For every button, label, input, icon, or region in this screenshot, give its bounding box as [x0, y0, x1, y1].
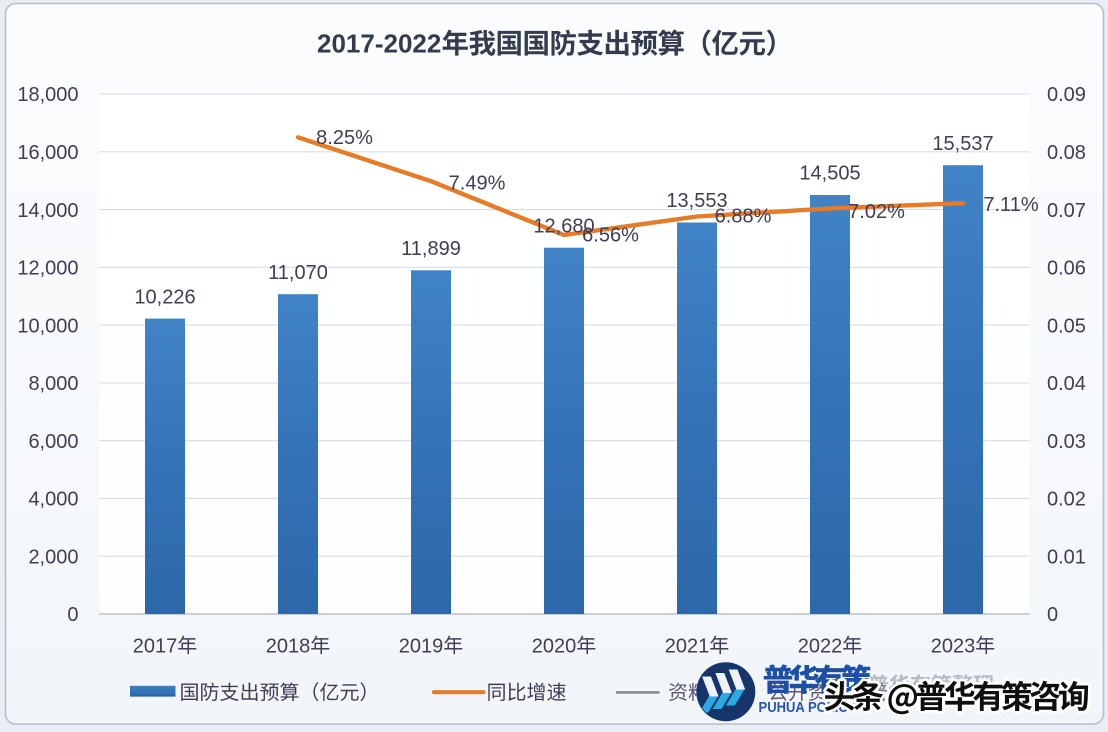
- svg-text:2017-2022: 2017-2022: [317, 28, 441, 58]
- svg-text:0.06: 0.06: [1047, 258, 1086, 280]
- svg-text:0: 0: [1047, 604, 1058, 626]
- svg-text:12,000: 12,000: [17, 258, 78, 280]
- svg-text:10,226: 10,226: [134, 286, 195, 308]
- svg-text:0.04: 0.04: [1047, 373, 1086, 395]
- svg-text:2,000: 2,000: [28, 546, 78, 568]
- svg-text:2021: 2021: [665, 635, 710, 657]
- svg-text:0.02: 0.02: [1047, 489, 1086, 511]
- svg-text:2023: 2023: [931, 635, 976, 657]
- svg-text:2022: 2022: [798, 635, 843, 657]
- svg-text:0.09: 0.09: [1047, 84, 1086, 106]
- svg-text:4,000: 4,000: [28, 489, 78, 511]
- svg-text:6.56%: 6.56%: [582, 225, 639, 247]
- svg-text:2020: 2020: [532, 635, 577, 657]
- svg-text:2018: 2018: [266, 635, 311, 657]
- svg-text:7.11%: 7.11%: [983, 194, 1038, 216]
- svg-text:12,680: 12,680: [533, 215, 594, 237]
- svg-text:10,000: 10,000: [17, 315, 78, 337]
- svg-text:2019: 2019: [399, 635, 444, 657]
- svg-text:13,553: 13,553: [666, 190, 727, 212]
- svg-text:15,537: 15,537: [932, 133, 993, 155]
- svg-text:14,000: 14,000: [17, 200, 78, 222]
- svg-text:11,070: 11,070: [268, 262, 328, 284]
- svg-text:0.03: 0.03: [1047, 431, 1086, 453]
- svg-text:6,000: 6,000: [28, 431, 78, 453]
- svg-text:16,000: 16,000: [17, 142, 78, 164]
- svg-text:0.08: 0.08: [1047, 142, 1086, 164]
- svg-text:11,899: 11,899: [401, 238, 461, 260]
- svg-text:8.25%: 8.25%: [316, 127, 373, 149]
- svg-text:2017: 2017: [133, 635, 178, 657]
- svg-text:18,000: 18,000: [17, 84, 78, 106]
- svg-text:0.01: 0.01: [1047, 546, 1086, 568]
- svg-text:7.49%: 7.49%: [449, 173, 506, 195]
- svg-text:0.07: 0.07: [1047, 200, 1086, 222]
- svg-text:0: 0: [67, 604, 78, 626]
- svg-text:6.88%: 6.88%: [715, 206, 772, 228]
- svg-text:14,505: 14,505: [799, 163, 860, 185]
- svg-text:0.05: 0.05: [1047, 315, 1086, 337]
- svg-text:7.02%: 7.02%: [848, 201, 905, 223]
- svg-text:8,000: 8,000: [28, 373, 78, 395]
